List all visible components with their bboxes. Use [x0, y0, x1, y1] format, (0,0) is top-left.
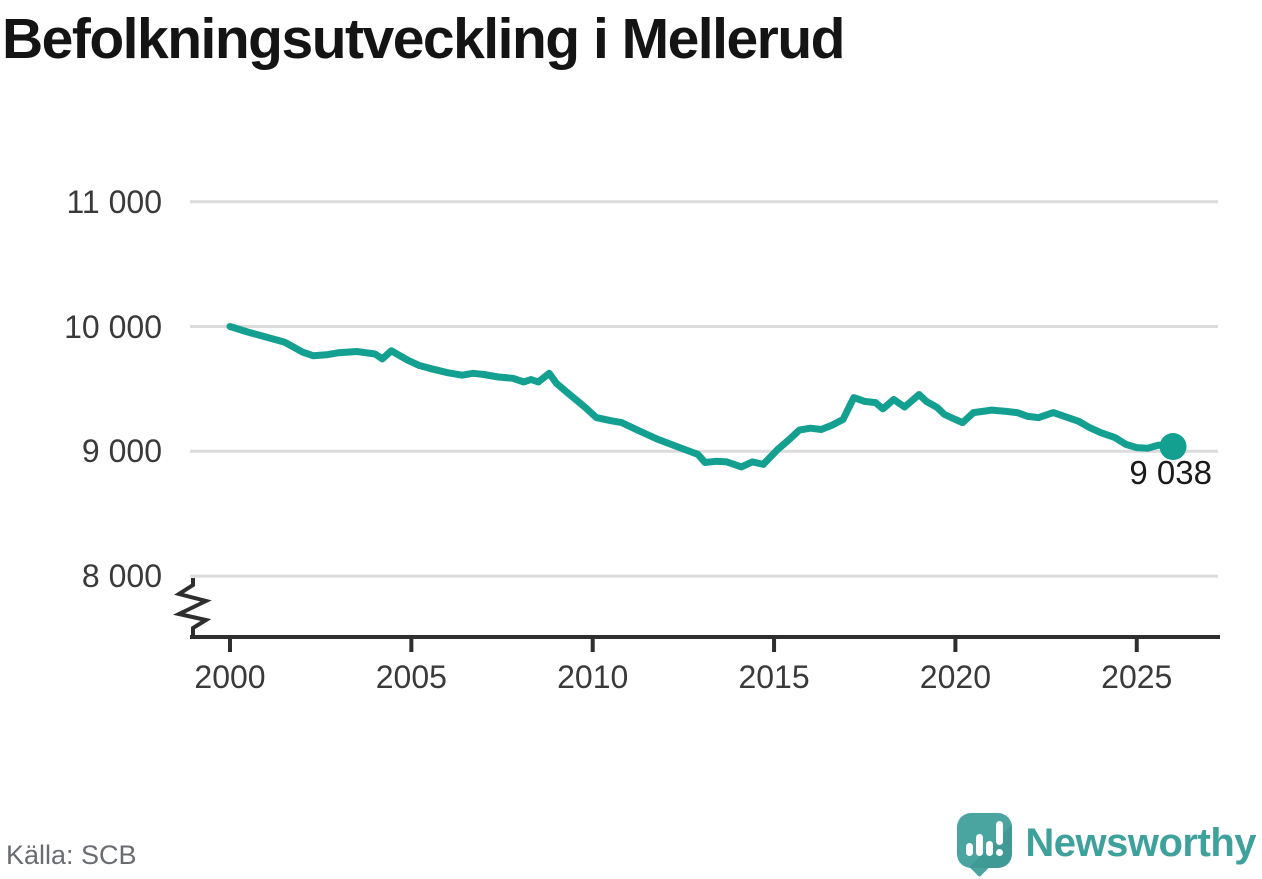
bar-chart-glyph [986, 841, 994, 856]
x-tick-label: 2020 [919, 659, 991, 695]
x-tick-label: 2010 [557, 659, 629, 695]
exclamation-dot-icon [996, 849, 1004, 856]
y-tick-label: 9 000 [81, 433, 162, 470]
y-axis-break-icon [172, 578, 212, 639]
endpoint-dot [1159, 433, 1187, 461]
newsworthy-logo: Newsworthy [957, 812, 1256, 878]
x-tick-label: 2025 [1101, 659, 1173, 695]
y-tick-label: 11 000 [66, 183, 163, 220]
x-tick-label: 2015 [738, 659, 810, 695]
y-tick-label: 10 000 [64, 308, 162, 345]
newsworthy-chart-bubble-icon [957, 813, 1013, 878]
endpoint-value-label: 9 038 [1129, 454, 1212, 491]
exclamation-icon [996, 821, 1004, 845]
bar-chart-glyph [976, 834, 984, 856]
speech-bubble [957, 813, 1013, 868]
x-tick-label: 2005 [375, 659, 447, 695]
newsworthy-logo-text: Newsworthy [1025, 820, 1256, 865]
bar-chart-glyph [966, 843, 974, 856]
y-tick-label: 8 000 [81, 558, 162, 595]
page-title: Befolkningsutveckling i Mellerud [2, 7, 846, 71]
population-line [226, 323, 1177, 471]
source-note: Källa: SCB [6, 840, 137, 870]
x-tick-label: 2000 [194, 659, 266, 695]
